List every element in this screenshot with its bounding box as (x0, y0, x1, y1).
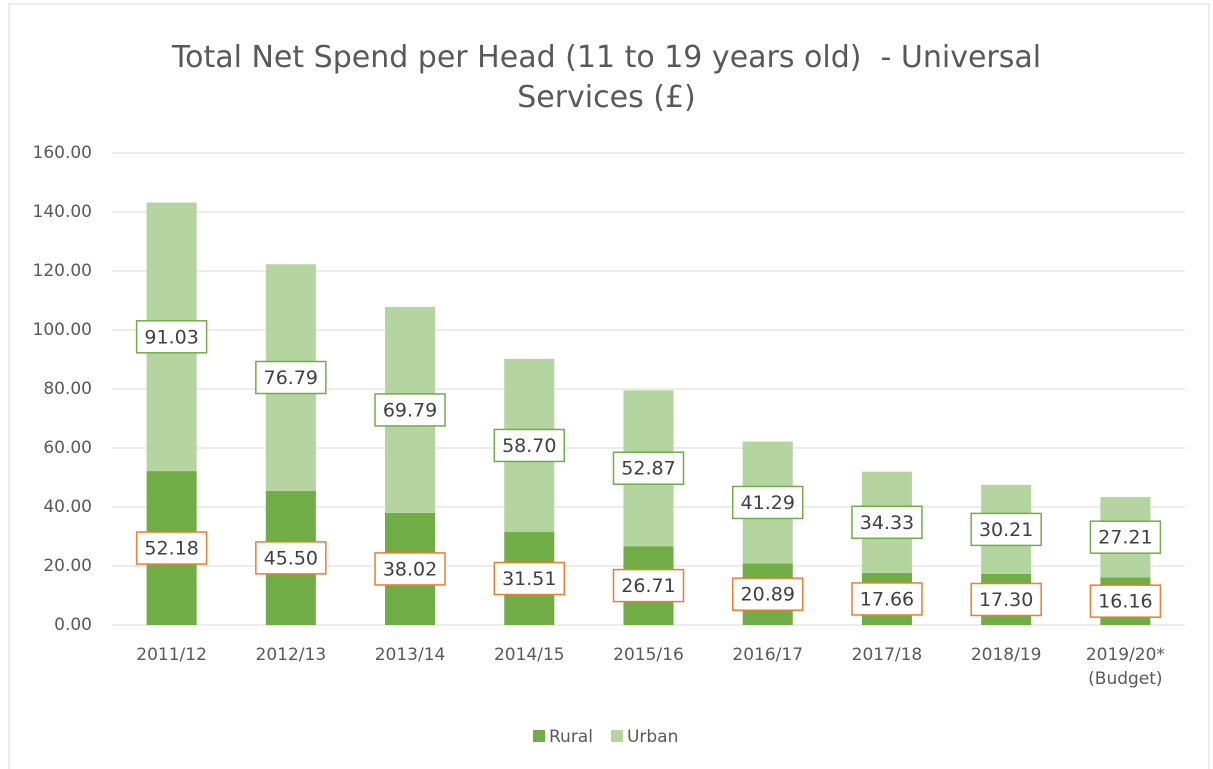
data-label: 27.21 (1098, 527, 1152, 549)
data-label-box (970, 582, 1042, 617)
x-label-box: 2016/17 (732, 645, 804, 665)
y-tick-label: 140.00 (33, 202, 92, 222)
data-label: 41.29 (741, 492, 795, 514)
x-tick-label: 2015/16 (613, 645, 684, 665)
data-label: 52.87 (621, 458, 675, 480)
x-label-box: 2011/12 (136, 645, 207, 665)
x-tick-label: 2014/15 (493, 645, 565, 665)
legend-label: Rural (549, 727, 593, 747)
data-label: 34.33 (860, 512, 914, 534)
x-label-box: 2018/19 (970, 645, 1042, 665)
data-label: 30.21 (979, 519, 1033, 541)
data-label-box (851, 582, 923, 616)
y-tick-label: 160.00 (33, 143, 92, 163)
x-label-box: 2012/13 (255, 645, 327, 665)
data-label-box (1089, 584, 1162, 618)
y-tick-label: 20.00 (43, 556, 92, 576)
data-label-box (731, 577, 804, 611)
data-label-box (135, 320, 208, 354)
data-label-box (135, 531, 208, 565)
y-tick-label: 80.00 (43, 379, 92, 399)
y-tick-label: 0.00 (54, 615, 92, 635)
data-label-box (374, 393, 446, 427)
title-box: Total Net Spend per Head (11 to 19 years… (171, 40, 1051, 115)
chart-frame (8, 3, 1210, 769)
data-label-box (493, 561, 566, 596)
data-label: 76.79 (264, 367, 318, 389)
x-tick-label: 2012/13 (255, 645, 327, 665)
y-tick-label: 120.00 (33, 261, 92, 281)
x-label-box: 2014/15 (493, 645, 565, 665)
x-tick-label: 2013/14 (374, 645, 446, 665)
x-label-box: 2013/14 (374, 645, 446, 665)
x-tick-label: 2018/19 (970, 645, 1042, 665)
data-label: 31.51 (502, 568, 556, 590)
x-label-box: 2019/20* (Budget) (1085, 645, 1165, 689)
y-tick-label: 60.00 (43, 438, 92, 458)
data-label: 52.18 (144, 538, 198, 560)
data-label: 38.02 (383, 558, 437, 580)
x-tick-label: 2016/17 (732, 645, 804, 665)
data-label-box (255, 541, 327, 575)
x-label-box: 2017/18 (851, 645, 923, 665)
x-tick-label: 2017/18 (851, 645, 923, 665)
data-label-box (1089, 520, 1162, 554)
data-label-box (970, 512, 1042, 547)
data-label: 20.89 (741, 584, 795, 606)
y-tick-label: 100.00 (33, 320, 92, 340)
data-label: 17.66 (860, 588, 914, 610)
chart-title: Total Net Spend per Head (11 to 19 years… (171, 40, 1051, 115)
x-tick-label: 2011/12 (136, 645, 207, 665)
legend-swatch (610, 730, 623, 742)
data-label: 17.30 (979, 589, 1033, 611)
data-label: 45.50 (264, 547, 318, 569)
data-label: 69.79 (383, 399, 437, 421)
data-label-box (493, 428, 566, 463)
x-tick-label: 2019/20* (Budget) (1085, 645, 1165, 689)
data-label: 16.16 (1098, 591, 1152, 613)
x-label-box: 2015/16 (613, 645, 684, 665)
legend-swatch (533, 730, 545, 742)
data-label-box (374, 552, 446, 586)
data-label: 26.71 (621, 575, 675, 597)
data-label-box (255, 360, 327, 395)
y-tick-label: 40.00 (43, 497, 92, 517)
data-label: 91.03 (144, 326, 198, 348)
data-label-box (851, 505, 923, 540)
data-label-box (612, 568, 685, 603)
data-label-box (612, 451, 685, 485)
data-label-box (731, 485, 804, 520)
legend-label: Urban (627, 727, 678, 747)
data-label: 58.70 (502, 435, 556, 457)
